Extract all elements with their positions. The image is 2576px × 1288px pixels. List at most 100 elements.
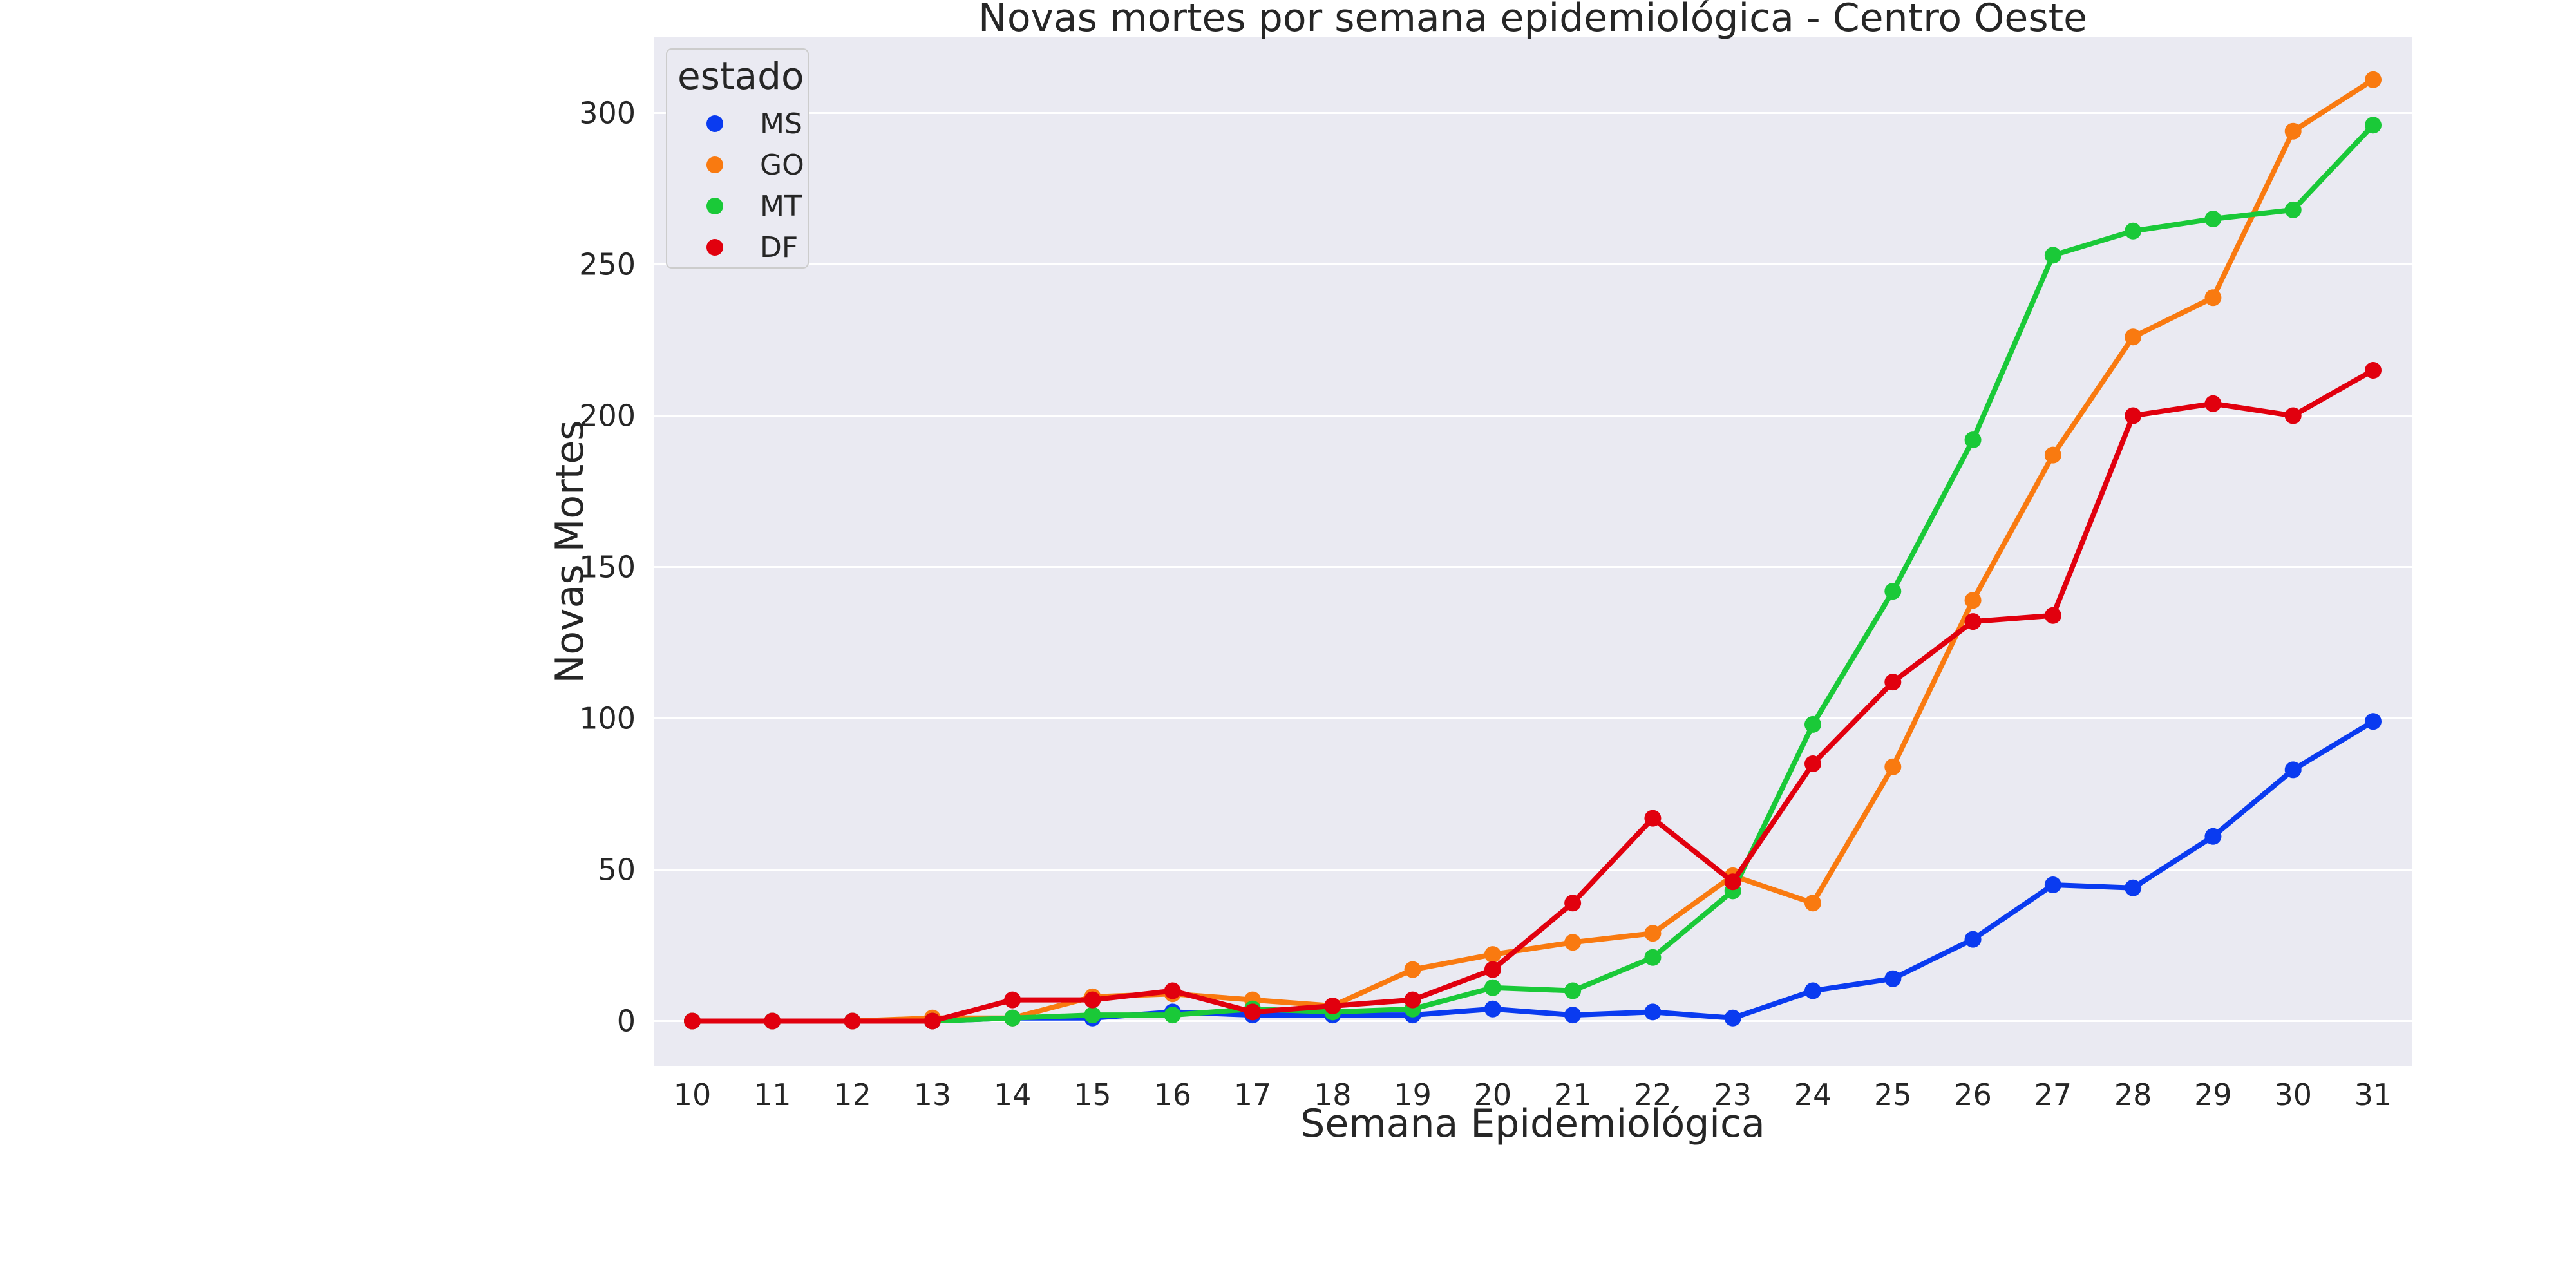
data-point bbox=[1004, 991, 1021, 1009]
data-point bbox=[1004, 1009, 1021, 1027]
data-point bbox=[1724, 873, 1741, 891]
x-tick-label: 22 bbox=[1634, 1077, 1672, 1112]
data-point bbox=[1484, 961, 1501, 978]
data-point bbox=[1564, 895, 1582, 912]
y-tick-label: 250 bbox=[579, 247, 636, 282]
x-tick-label: 21 bbox=[1554, 1077, 1592, 1112]
x-tick-label: 25 bbox=[1874, 1077, 1912, 1112]
x-tick-label: 14 bbox=[994, 1077, 1032, 1112]
chart-title: Novas mortes por semana epidemiológica -… bbox=[978, 0, 2087, 41]
x-tick-label: 20 bbox=[1474, 1077, 1512, 1112]
data-point bbox=[1644, 949, 1662, 966]
data-point bbox=[2365, 713, 2382, 730]
legend-box bbox=[666, 48, 809, 269]
data-point bbox=[2365, 117, 2382, 134]
data-point bbox=[1564, 1007, 1582, 1024]
data-point bbox=[1484, 979, 1501, 996]
data-point bbox=[1164, 982, 1181, 999]
data-point bbox=[2204, 395, 2222, 412]
data-point bbox=[844, 1012, 861, 1030]
series-group bbox=[684, 71, 2382, 1030]
y-tick-label: 50 bbox=[598, 853, 636, 887]
x-tick-label: 17 bbox=[1234, 1077, 1272, 1112]
x-tick-label: 23 bbox=[1714, 1077, 1752, 1112]
data-point bbox=[2284, 122, 2302, 140]
data-point bbox=[2044, 876, 2061, 893]
x-tick-label: 10 bbox=[674, 1077, 712, 1112]
data-point bbox=[1884, 583, 1902, 600]
data-point bbox=[1564, 934, 1582, 951]
legend-marker bbox=[706, 115, 723, 132]
x-tick-label: 26 bbox=[1954, 1077, 1992, 1112]
legend-label: MS bbox=[760, 108, 802, 140]
x-tick-label: 16 bbox=[1153, 1077, 1191, 1112]
data-point bbox=[1804, 755, 1821, 772]
data-point bbox=[1324, 998, 1341, 1014]
x-tick-label: 30 bbox=[2274, 1077, 2312, 1112]
legend-label: DF bbox=[760, 231, 798, 264]
x-tick-label: 31 bbox=[2354, 1077, 2392, 1112]
y-tick-label: 150 bbox=[579, 550, 636, 585]
data-point bbox=[1644, 1003, 1662, 1021]
data-point bbox=[2125, 879, 2142, 896]
data-point bbox=[2204, 828, 2222, 845]
data-point bbox=[2284, 407, 2302, 424]
x-tick-label: 19 bbox=[1394, 1077, 1432, 1112]
x-tick-label: 12 bbox=[833, 1077, 871, 1112]
series-df bbox=[684, 362, 2382, 1030]
data-point bbox=[1644, 810, 1662, 827]
series-line bbox=[690, 122, 2376, 1024]
data-point bbox=[1884, 674, 1902, 691]
data-point bbox=[1964, 613, 1982, 630]
legend-items: MS GO MT DF bbox=[706, 108, 804, 264]
legend-title: estado bbox=[677, 54, 804, 98]
legend-marker bbox=[706, 156, 723, 173]
data-point bbox=[2044, 446, 2061, 464]
data-point bbox=[1484, 946, 1501, 963]
data-point bbox=[1084, 1007, 1101, 1024]
legend-marker bbox=[706, 239, 723, 256]
data-point bbox=[1964, 592, 1982, 609]
x-tick-labels: 10 11 12 13 14 15 16 17 18 19 20 21 22 23 24 25 26 27 28 29… bbox=[674, 1077, 2392, 1112]
data-point bbox=[1404, 991, 1421, 1009]
data-point bbox=[1964, 431, 1982, 449]
data-point bbox=[1964, 931, 1982, 948]
x-tick-label: 15 bbox=[1074, 1077, 1112, 1112]
data-point bbox=[764, 1012, 781, 1030]
x-tick-label: 11 bbox=[753, 1077, 791, 1112]
data-point bbox=[2044, 247, 2061, 264]
x-tick-label: 27 bbox=[2034, 1077, 2072, 1112]
data-point bbox=[923, 1012, 941, 1030]
data-point bbox=[2125, 328, 2142, 346]
y-tick-label: 300 bbox=[579, 96, 636, 131]
data-point bbox=[2365, 71, 2382, 88]
legend-label: GO bbox=[760, 149, 804, 182]
data-point bbox=[1404, 961, 1421, 978]
data-point bbox=[1884, 758, 1902, 775]
data-point bbox=[2125, 407, 2142, 424]
data-point bbox=[1644, 925, 1662, 942]
series-line bbox=[690, 368, 2376, 1024]
y-tick-label: 200 bbox=[579, 399, 636, 433]
data-point bbox=[684, 1012, 701, 1030]
data-point bbox=[1484, 1000, 1501, 1018]
y-tick-label: 100 bbox=[579, 701, 636, 736]
data-point bbox=[2125, 222, 2142, 240]
data-point bbox=[2284, 201, 2302, 218]
data-point bbox=[1804, 895, 1821, 912]
data-point bbox=[1244, 1003, 1261, 1021]
data-point bbox=[1564, 982, 1582, 999]
x-tick-label: 28 bbox=[2114, 1077, 2152, 1112]
data-point bbox=[1804, 715, 1821, 733]
data-point bbox=[1164, 1007, 1181, 1024]
legend: estado MS GO MT DF bbox=[666, 48, 809, 269]
x-tick-label: 24 bbox=[1794, 1077, 1832, 1112]
data-point bbox=[1884, 970, 1902, 987]
data-point bbox=[1804, 982, 1821, 999]
x-tick-label: 18 bbox=[1314, 1077, 1352, 1112]
data-point bbox=[1724, 1009, 1741, 1027]
y-axis-title: Novas Mortes bbox=[547, 420, 592, 683]
data-point bbox=[2204, 289, 2222, 307]
legend-marker bbox=[706, 198, 723, 214]
